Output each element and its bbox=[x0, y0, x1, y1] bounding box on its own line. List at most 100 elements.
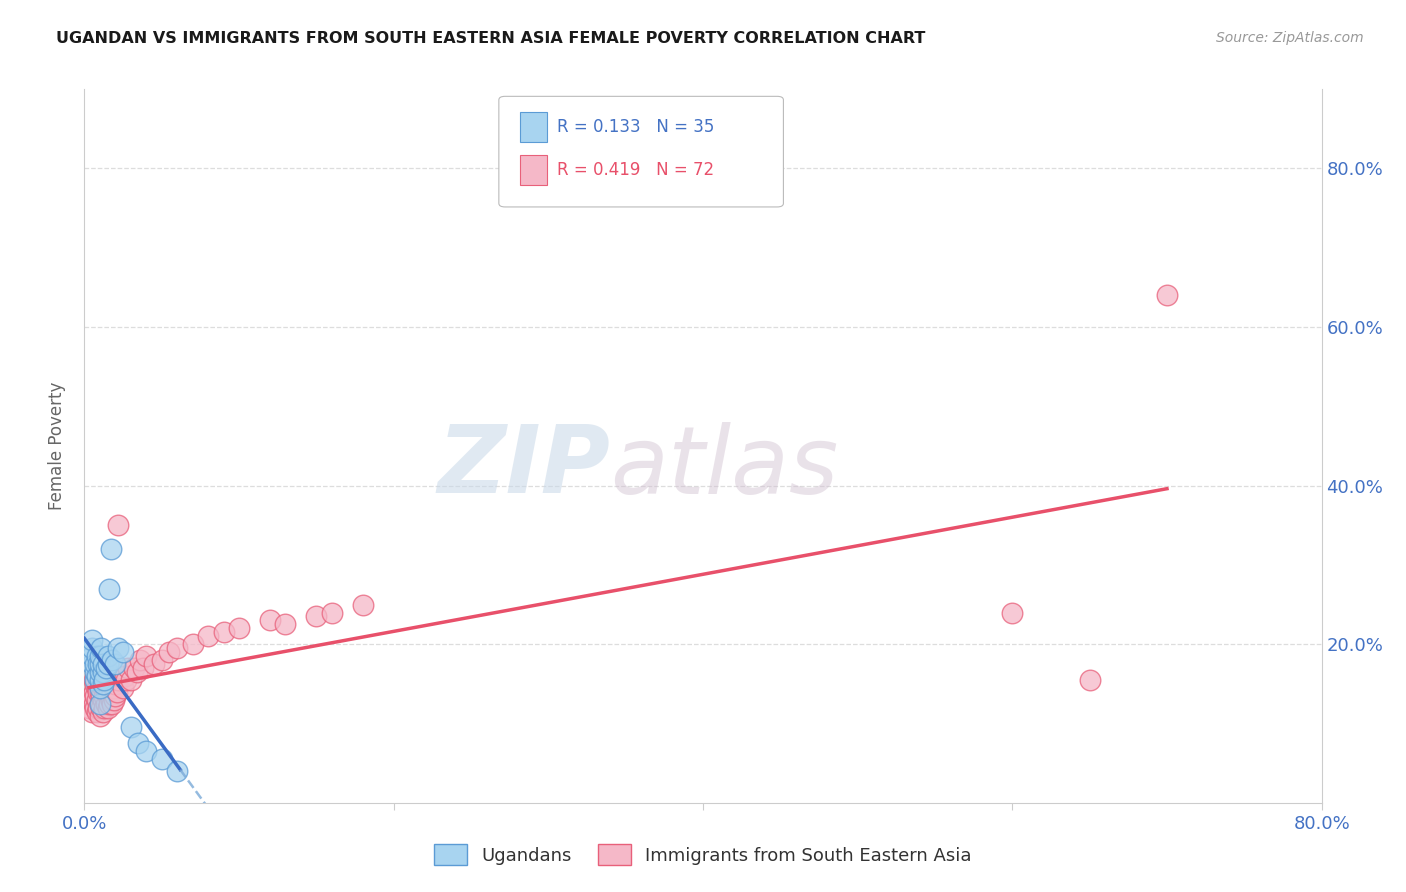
Point bbox=[84, 689, 107, 703]
Text: R = 0.419   N = 72: R = 0.419 N = 72 bbox=[557, 161, 714, 178]
Point bbox=[94, 661, 117, 675]
Text: UGANDAN VS IMMIGRANTS FROM SOUTH EASTERN ASIA FEMALE POVERTY CORRELATION CHART: UGANDAN VS IMMIGRANTS FROM SOUTH EASTERN… bbox=[56, 31, 925, 46]
Point bbox=[104, 689, 127, 703]
Point bbox=[91, 705, 114, 719]
FancyBboxPatch shape bbox=[520, 155, 547, 185]
Point bbox=[107, 518, 129, 533]
Point bbox=[89, 673, 111, 687]
Point bbox=[107, 641, 129, 656]
Point bbox=[89, 673, 111, 687]
Point bbox=[86, 649, 108, 664]
FancyBboxPatch shape bbox=[520, 112, 547, 142]
Y-axis label: Female Poverty: Female Poverty bbox=[48, 382, 66, 510]
Point bbox=[108, 669, 131, 683]
Point bbox=[91, 677, 114, 691]
Point bbox=[212, 625, 235, 640]
Point bbox=[86, 669, 108, 683]
Point bbox=[97, 657, 120, 671]
Point bbox=[259, 614, 281, 628]
Point bbox=[321, 606, 343, 620]
Point bbox=[115, 673, 138, 687]
Point bbox=[90, 700, 112, 714]
Point bbox=[82, 689, 104, 703]
Point bbox=[129, 653, 152, 667]
Point bbox=[105, 685, 128, 699]
Point bbox=[93, 677, 115, 691]
Point bbox=[82, 705, 104, 719]
Point bbox=[112, 645, 135, 659]
Point bbox=[100, 681, 122, 695]
Point bbox=[98, 685, 121, 699]
Point bbox=[100, 692, 122, 706]
Point bbox=[112, 681, 135, 695]
Point bbox=[90, 641, 112, 656]
Point bbox=[1001, 606, 1024, 620]
Point bbox=[197, 629, 219, 643]
Point bbox=[91, 657, 114, 671]
Point bbox=[89, 665, 111, 679]
Point bbox=[101, 653, 124, 667]
Point bbox=[93, 700, 115, 714]
Point bbox=[132, 661, 155, 675]
Point bbox=[181, 637, 204, 651]
Point bbox=[84, 657, 107, 671]
Point bbox=[125, 665, 148, 679]
Point bbox=[77, 700, 100, 714]
Point bbox=[305, 609, 328, 624]
Point bbox=[150, 653, 173, 667]
Point bbox=[84, 665, 107, 679]
Point bbox=[89, 649, 111, 664]
Point bbox=[97, 689, 120, 703]
Point bbox=[82, 641, 104, 656]
Point bbox=[94, 697, 117, 711]
Point bbox=[89, 697, 111, 711]
Text: atlas: atlas bbox=[610, 422, 838, 513]
FancyBboxPatch shape bbox=[499, 96, 783, 207]
Text: ZIP: ZIP bbox=[437, 421, 610, 514]
Point bbox=[1156, 288, 1178, 302]
Point bbox=[122, 661, 145, 675]
Point bbox=[101, 685, 124, 699]
Point bbox=[274, 617, 297, 632]
Text: Source: ZipAtlas.com: Source: ZipAtlas.com bbox=[1216, 31, 1364, 45]
Point bbox=[89, 685, 111, 699]
Point bbox=[101, 697, 124, 711]
Point bbox=[83, 685, 105, 699]
Point bbox=[89, 697, 111, 711]
Point bbox=[228, 621, 250, 635]
Point bbox=[128, 736, 150, 750]
Point bbox=[104, 677, 127, 691]
Point bbox=[83, 673, 105, 687]
Point bbox=[82, 649, 104, 664]
Point bbox=[93, 673, 115, 687]
Point bbox=[91, 692, 114, 706]
Point bbox=[159, 645, 181, 659]
Point bbox=[87, 657, 110, 671]
Point bbox=[86, 692, 108, 706]
Point bbox=[107, 673, 129, 687]
Point bbox=[89, 681, 111, 695]
Point bbox=[89, 657, 111, 671]
Point bbox=[93, 689, 115, 703]
Point bbox=[1078, 673, 1101, 687]
Point bbox=[135, 744, 157, 758]
Point bbox=[90, 689, 112, 703]
Point bbox=[84, 677, 107, 691]
Point bbox=[104, 657, 127, 671]
Point bbox=[89, 661, 111, 675]
Point bbox=[94, 685, 117, 699]
Point bbox=[91, 681, 114, 695]
Point bbox=[97, 649, 120, 664]
Point bbox=[86, 681, 108, 695]
Legend: Ugandans, Immigrants from South Eastern Asia: Ugandans, Immigrants from South Eastern … bbox=[425, 835, 981, 874]
Point bbox=[166, 764, 188, 778]
Point bbox=[97, 700, 120, 714]
Point bbox=[120, 721, 142, 735]
Point bbox=[117, 661, 139, 675]
Point bbox=[82, 657, 104, 671]
Point bbox=[120, 673, 142, 687]
Point bbox=[150, 752, 173, 766]
Point bbox=[103, 692, 125, 706]
Point bbox=[89, 708, 111, 723]
Point bbox=[84, 700, 107, 714]
